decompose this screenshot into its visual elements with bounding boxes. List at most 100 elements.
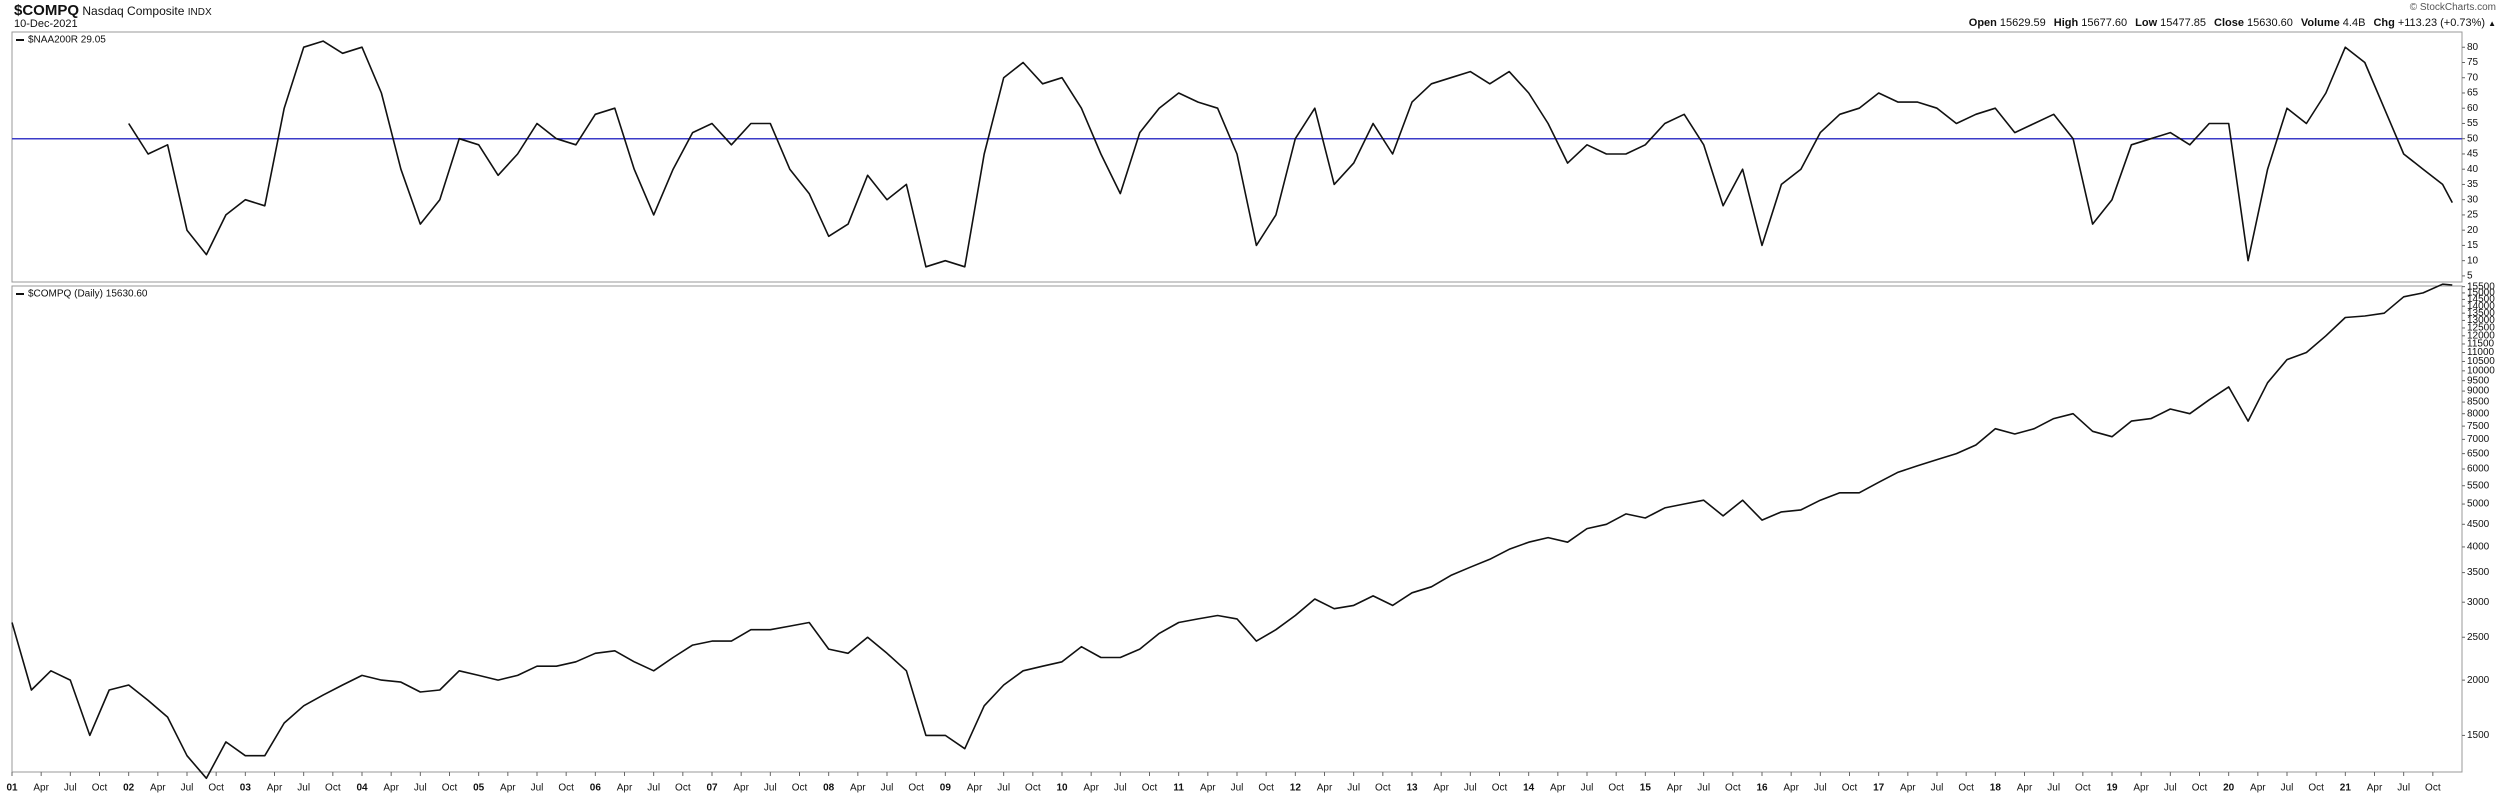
y-tick-label: 35 [2467,179,2479,190]
x-tick-label: Jul [2164,783,2177,794]
date: 10-Dec-2021 [14,18,78,30]
x-tick-label: Jul [2397,783,2410,794]
y-tick-label: 9000 [2467,386,2490,397]
panel-frame [11,285,2463,773]
y-tick-label: 9500 [2467,375,2490,386]
quote-value: +113.23 (+0.73%) [2397,17,2486,29]
x-tick-label: Oct [2425,783,2441,794]
quote-label: Volume [2300,17,2340,29]
y-tick-label: 11500 [2467,339,2495,350]
x-tick-label: Jul [1931,783,1944,794]
x-tick-label: Oct [1608,783,1624,794]
x-tick-label: 10 [1056,783,1068,794]
x-tick-label: 20 [2223,783,2235,794]
x-tick-label: Oct [1375,783,1391,794]
index-name: Nasdaq Composite [82,4,185,18]
up-arrow: ▲ [2488,19,2496,28]
x-tick-label: Oct [1842,783,1858,794]
x-tick-label: Oct [208,783,224,794]
x-tick-label: Jul [764,783,777,794]
quote-label: Open [1968,17,1997,29]
x-tick-label: Jul [1464,783,1477,794]
y-tick-label: 20 [2467,225,2479,236]
x-tick-label: Apr [1550,783,1566,794]
title-block: $COMPQ Nasdaq Composite INDX [14,2,212,19]
y-tick-label: 65 [2467,88,2479,99]
y-tick-label: 1500 [2467,730,2490,741]
x-tick-label: Apr [617,783,633,794]
x-tick-label: 06 [590,783,602,794]
x-tick-label: 21 [2340,783,2352,794]
x-tick-label: Apr [150,783,166,794]
series-line [128,40,2454,268]
x-tick-label: 14 [1523,783,1535,794]
x-tick-label: 05 [473,783,485,794]
x-tick-label: Oct [1725,783,1741,794]
credit: © StockCharts.com [2409,2,2496,13]
x-tick-label: Apr [1083,783,1099,794]
y-tick-label: 10500 [2467,356,2495,367]
y-tick-label: 15 [2467,240,2479,251]
x-tick-label: Jul [2047,783,2060,794]
y-tick-label: 5000 [2467,499,2490,510]
x-tick-label: 11 [1173,783,1184,794]
y-tick-label: 13500 [2467,308,2495,319]
y-tick-label: 3500 [2467,567,2490,578]
quote-label: Close [2214,17,2244,29]
y-tick-label: 55 [2467,118,2479,129]
x-tick-label: Jul [531,783,544,794]
y-tick-label: 15500 [2467,281,2495,292]
exchange: INDX [187,7,212,18]
x-tick-label: Oct [1142,783,1158,794]
x-tick-label: 02 [123,783,135,794]
x-tick-label: Jul [997,783,1010,794]
y-tick-label: 13000 [2467,315,2495,326]
y-tick-label: 3000 [2467,597,2490,608]
x-tick-label: 01 [6,783,18,794]
x-tick-label: Apr [2367,783,2383,794]
x-tick-label: Jul [647,783,660,794]
x-tick-label: Jul [1231,783,1244,794]
y-tick-label: 12000 [2467,330,2495,341]
x-tick-label: Jul [1814,783,1827,794]
y-tick-label: 14000 [2467,301,2495,312]
x-tick-label: Apr [1783,783,1799,794]
x-tick-label: Jul [1114,783,1127,794]
y-tick-label: 40 [2467,164,2479,175]
x-tick-label: Oct [2075,783,2091,794]
x-tick-label: Apr [1433,783,1449,794]
quote-value: 15629.59 [1999,17,2046,29]
x-tick-label: Apr [267,783,283,794]
x-tick-label: Apr [733,783,749,794]
x-tick-label: Oct [92,783,108,794]
x-tick-label: Oct [325,783,341,794]
x-tick-label: 08 [823,783,835,794]
quote-value: 4.4B [2342,17,2366,29]
x-tick-label: Jul [881,783,894,794]
x-tick-label: Oct [2308,783,2324,794]
x-tick-label: Oct [675,783,691,794]
x-tick-label: 12 [1290,783,1302,794]
y-tick-label: 15000 [2467,288,2495,299]
x-tick-label: Oct [908,783,924,794]
panel-frame [11,31,2463,283]
y-tick-label: 50 [2467,133,2479,144]
y-tick-label: 5500 [2467,480,2490,491]
x-tick-label: Apr [2133,783,2149,794]
x-tick-label: 15 [1640,783,1652,794]
x-tick-label: Jul [2281,783,2294,794]
y-tick-label: 70 [2467,72,2479,83]
series-line [11,283,2453,780]
y-tick-label: 10 [2467,255,2479,266]
x-tick-label: Oct [442,783,458,794]
x-tick-label: Jul [1581,783,1594,794]
x-tick-label: Jul [181,783,194,794]
y-tick-label: 2000 [2467,675,2490,686]
x-tick-label: Apr [33,783,49,794]
y-tick-label: 7500 [2467,421,2490,432]
y-tick-label: 60 [2467,103,2479,114]
y-tick-label: 14500 [2467,294,2495,305]
y-tick-label: 6500 [2467,448,2490,459]
